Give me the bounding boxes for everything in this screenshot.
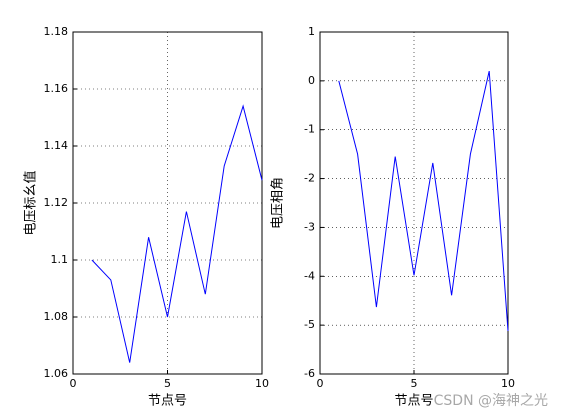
- x-tick-label: 10: [255, 377, 269, 390]
- y-tick-label: -1: [304, 123, 315, 136]
- y-tick-label: 1: [308, 25, 315, 38]
- x-tick-label: 0: [317, 377, 324, 390]
- plot-area: [320, 32, 508, 374]
- x-axis-label: 节点号: [394, 394, 433, 409]
- y-tick-label: 0: [308, 74, 315, 87]
- x-tick-label: 5: [164, 377, 171, 390]
- y-tick-label: 1.06: [44, 367, 69, 380]
- y-tick-label: 1.18: [44, 25, 69, 38]
- data-line: [338, 70, 509, 332]
- y-tick-label: -6: [304, 367, 315, 380]
- y-tick-label: 1.08: [44, 310, 69, 323]
- y-axis-label: 电压相角: [271, 177, 286, 229]
- axes-box: [72, 31, 263, 375]
- y-tick-label: -2: [304, 172, 315, 185]
- y-tick-label: 1.14: [44, 139, 69, 152]
- y-tick-label: 1.12: [44, 196, 69, 209]
- watermark: CSDN @海神之光: [434, 393, 548, 409]
- data-line: [91, 104, 263, 363]
- y-tick-label: 1.1: [51, 253, 69, 266]
- x-axis-label: 节点号: [148, 394, 187, 409]
- y-tick-label: -4: [304, 269, 315, 282]
- x-tick-label: 10: [501, 377, 515, 390]
- y-axis-label: 电压标幺值: [23, 170, 39, 235]
- y-tick-label: 1.16: [44, 82, 69, 95]
- y-tick-label: -3: [304, 220, 315, 233]
- axes-box: [319, 31, 509, 375]
- x-tick-label: 0: [70, 377, 77, 390]
- x-tick-label: 5: [411, 377, 418, 390]
- y-tick-label: -5: [304, 318, 315, 331]
